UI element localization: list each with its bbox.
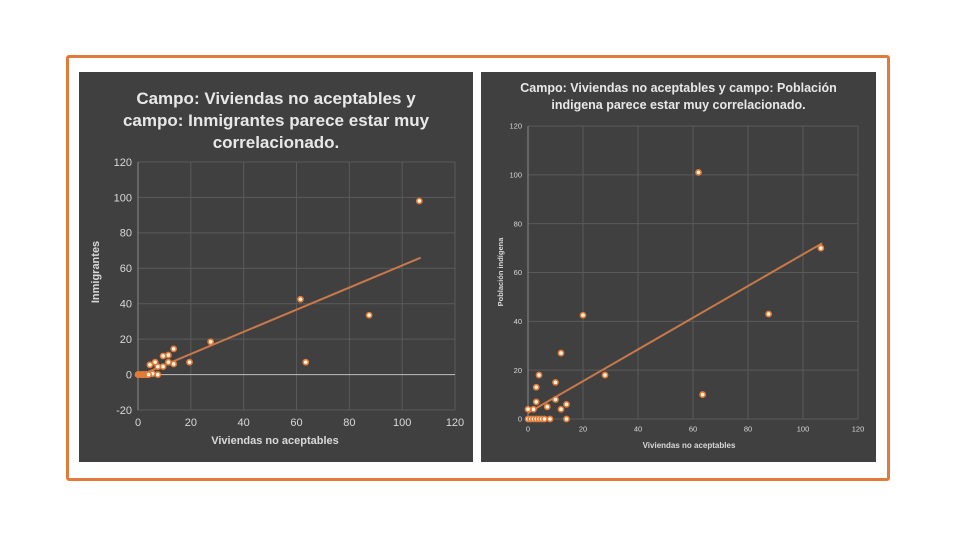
x-axis-title: Viviendas no aceptables bbox=[643, 441, 736, 450]
data-point bbox=[699, 391, 707, 398]
data-point bbox=[532, 383, 540, 391]
x-tick-label: 80 bbox=[343, 417, 355, 429]
data-point bbox=[546, 415, 554, 423]
data-point bbox=[159, 363, 167, 370]
data-point bbox=[557, 405, 565, 413]
y-tick-label: 80 bbox=[514, 219, 522, 228]
y-tick-label: -20 bbox=[116, 405, 132, 417]
scatter-plot: 0 20 40 60 80 100 120-20020406080100120Viviend… bbox=[90, 157, 464, 447]
slide-frame bbox=[66, 55, 890, 481]
data-point bbox=[563, 400, 570, 408]
data-point bbox=[145, 371, 152, 378]
x-tick-label: 0 bbox=[135, 417, 141, 429]
data-point bbox=[524, 405, 532, 413]
x-tick-label: 100 bbox=[797, 425, 810, 434]
trendline bbox=[145, 256, 422, 374]
chart-panel-inmigrantes: Campo: Viviendas no aceptables y campo: … bbox=[79, 72, 473, 462]
data-point bbox=[170, 360, 178, 368]
data-point bbox=[765, 310, 773, 318]
data-point bbox=[159, 352, 167, 360]
x-axis-title: Viviendas no aceptables bbox=[211, 435, 339, 447]
chart-panel-poblacion-indigena: Campo: Viviendas no aceptables y campo: … bbox=[481, 72, 876, 462]
data-point bbox=[557, 349, 565, 357]
y-tick-label: 60 bbox=[514, 268, 522, 277]
data-point bbox=[146, 361, 154, 369]
y-tick-label: 40 bbox=[120, 299, 132, 311]
data-point bbox=[563, 415, 570, 423]
y-tick-label: 100 bbox=[509, 170, 522, 179]
x-tick-label: 20 bbox=[579, 425, 587, 434]
x-tick-label: 40 bbox=[634, 425, 642, 434]
y-tick-label: 120 bbox=[509, 122, 522, 131]
trendline bbox=[527, 242, 823, 414]
x-tick-label: 100 bbox=[393, 417, 411, 429]
y-tick-label: 120 bbox=[114, 157, 132, 169]
y-axis-title: Inmigrantes bbox=[90, 241, 102, 303]
data-point bbox=[164, 358, 172, 366]
data-point bbox=[535, 371, 543, 379]
data-point bbox=[541, 415, 548, 423]
data-point bbox=[186, 358, 193, 366]
data-point bbox=[415, 197, 423, 205]
y-tick-label: 20 bbox=[120, 334, 132, 346]
data-point bbox=[579, 311, 587, 319]
data-point bbox=[552, 378, 559, 386]
data-point bbox=[170, 345, 178, 353]
y-tick-label: 40 bbox=[514, 317, 522, 326]
x-tick-label: 20 bbox=[185, 417, 197, 429]
y-tick-label: 0 bbox=[126, 369, 132, 381]
x-tick-label: 60 bbox=[290, 417, 302, 429]
data-point bbox=[365, 311, 373, 319]
x-tick-label: 120 bbox=[446, 417, 464, 429]
y-tick-label: 20 bbox=[514, 366, 522, 375]
x-tick-label: 60 bbox=[689, 425, 697, 434]
y-tick-label: 60 bbox=[120, 263, 132, 275]
scatter-plot: 0 20 40 60 80 100 120 0 20 40 60 80 100 120 Viviendas … bbox=[496, 122, 865, 450]
data-point bbox=[302, 358, 310, 366]
data-point bbox=[695, 168, 702, 176]
data-point bbox=[530, 405, 537, 413]
y-tick-label: 0 bbox=[518, 415, 522, 424]
y-axis-title: Población indígena bbox=[496, 237, 505, 307]
data-point bbox=[817, 244, 825, 252]
x-tick-label: 120 bbox=[852, 425, 865, 434]
y-tick-label: 80 bbox=[120, 228, 132, 240]
x-tick-label: 40 bbox=[238, 417, 250, 429]
chart-title: Campo: Viviendas no aceptables y campo: … bbox=[520, 81, 837, 112]
y-tick-label: 100 bbox=[114, 192, 132, 204]
x-tick-label: 0 bbox=[526, 425, 530, 434]
x-tick-label: 80 bbox=[744, 425, 752, 434]
data-point bbox=[543, 403, 551, 411]
chart-title: Campo: Viviendas no aceptables y campo: … bbox=[122, 89, 430, 152]
data-point bbox=[297, 295, 304, 303]
data-point bbox=[601, 371, 609, 379]
data-point bbox=[164, 351, 172, 359]
data-point bbox=[532, 398, 540, 406]
data-point bbox=[552, 396, 559, 403]
data-point bbox=[151, 358, 159, 366]
data-point bbox=[207, 338, 215, 346]
data-point bbox=[154, 371, 162, 378]
